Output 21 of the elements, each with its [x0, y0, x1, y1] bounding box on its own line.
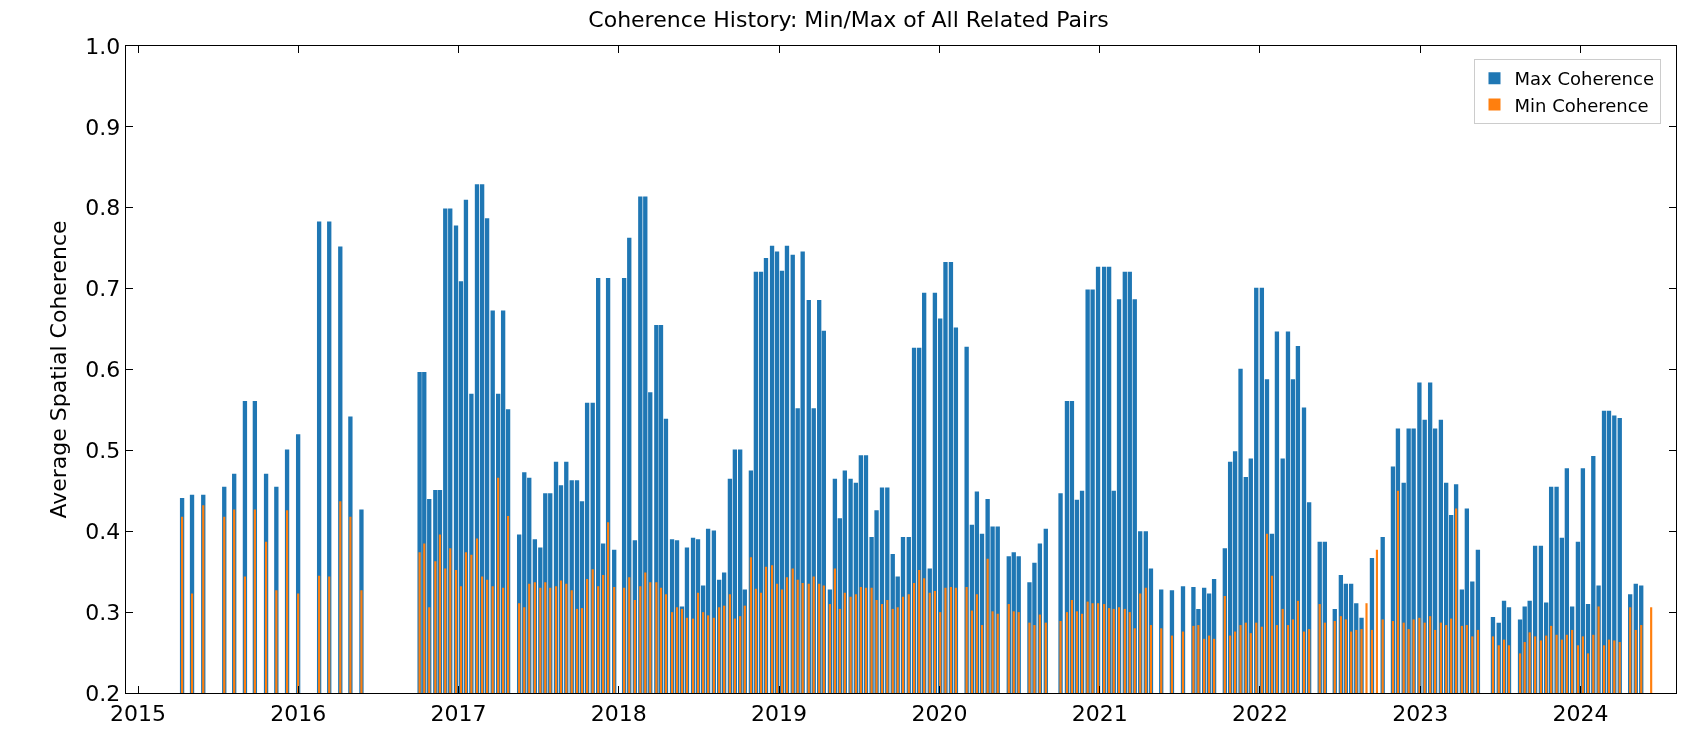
y-tick-label: 0.3	[85, 599, 121, 625]
x-tick-label: 2024	[1552, 700, 1609, 726]
legend-label: Min Coherence	[1514, 94, 1649, 116]
x-tick-label: 2023	[1392, 700, 1449, 726]
x-tick-label: 2022	[1231, 700, 1288, 726]
y-tick-label: 0.6	[85, 357, 121, 383]
x-tick-label: 2016	[270, 700, 327, 726]
y-tick-label: 0.5	[85, 438, 121, 464]
x-tick-label: 2018	[590, 700, 647, 726]
legend-label: Max Coherence	[1514, 68, 1654, 90]
x-tick-label: 2019	[751, 700, 808, 726]
y-tick-label: 0.8	[85, 195, 121, 221]
x-tick-label: 2017	[430, 700, 487, 726]
x-tick-label: 2020	[911, 700, 968, 726]
x-tick-label: 2021	[1071, 700, 1128, 726]
y-tick-label: 0.7	[85, 276, 121, 302]
y-tick-label: 1.0	[85, 33, 121, 59]
chart-title: Coherence History: Min/Max of All Related Pairs	[588, 6, 1109, 32]
y-axis-title: Average Spatial Coherence	[46, 220, 72, 519]
y-tick-label: 0.9	[85, 114, 121, 140]
y-tick-label: 0.4	[85, 518, 121, 544]
